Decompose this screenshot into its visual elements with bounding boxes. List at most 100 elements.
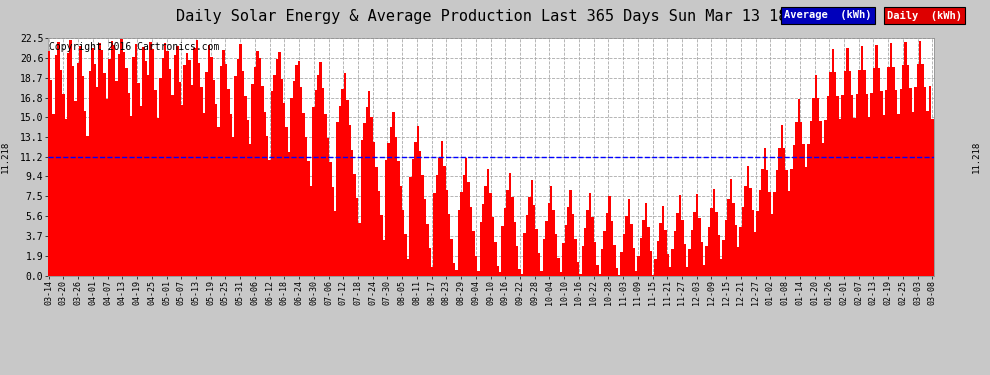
- Bar: [552, 210, 554, 276]
- Text: Daily Solar Energy & Average Production Last 365 Days Sun Mar 13 18:31: Daily Solar Energy & Average Production …: [175, 9, 815, 24]
- Bar: [220, 66, 223, 276]
- Bar: [444, 165, 446, 276]
- Bar: [278, 53, 280, 276]
- Bar: [676, 213, 679, 276]
- Bar: [407, 259, 409, 276]
- Bar: [516, 246, 519, 276]
- Bar: [151, 49, 154, 276]
- Bar: [54, 56, 57, 276]
- Bar: [892, 67, 895, 276]
- Bar: [455, 270, 457, 276]
- Bar: [766, 170, 768, 276]
- Bar: [295, 65, 298, 276]
- Bar: [798, 99, 800, 276]
- Bar: [135, 44, 138, 276]
- Bar: [342, 89, 344, 276]
- Bar: [232, 137, 235, 276]
- Bar: [506, 190, 509, 276]
- Bar: [164, 43, 166, 276]
- Bar: [482, 204, 484, 276]
- Bar: [776, 170, 778, 276]
- Bar: [574, 238, 577, 276]
- Bar: [133, 57, 135, 276]
- Bar: [123, 53, 125, 276]
- Bar: [858, 70, 860, 276]
- Bar: [69, 40, 72, 276]
- Bar: [181, 105, 183, 276]
- Bar: [484, 186, 487, 276]
- Bar: [895, 90, 897, 276]
- Bar: [329, 162, 332, 276]
- Bar: [873, 68, 875, 276]
- Bar: [907, 65, 909, 276]
- Bar: [691, 230, 693, 276]
- Bar: [735, 225, 737, 276]
- Bar: [395, 137, 397, 276]
- Bar: [773, 192, 776, 276]
- Bar: [186, 53, 188, 276]
- Bar: [674, 231, 676, 276]
- Bar: [200, 87, 203, 276]
- Bar: [671, 249, 674, 276]
- Bar: [708, 227, 710, 276]
- Bar: [817, 98, 820, 276]
- Bar: [472, 231, 475, 276]
- Bar: [599, 273, 601, 276]
- Bar: [591, 217, 594, 276]
- Bar: [113, 45, 116, 276]
- Bar: [245, 96, 247, 276]
- Bar: [237, 58, 240, 276]
- Bar: [198, 63, 200, 276]
- Bar: [688, 249, 691, 276]
- Bar: [842, 94, 843, 276]
- Bar: [81, 76, 84, 276]
- Bar: [929, 86, 932, 276]
- Bar: [932, 119, 934, 276]
- Bar: [429, 248, 431, 276]
- Bar: [348, 125, 351, 276]
- Bar: [285, 128, 288, 276]
- Bar: [91, 48, 94, 276]
- Bar: [914, 87, 917, 276]
- Bar: [865, 94, 868, 276]
- Bar: [521, 273, 524, 276]
- Bar: [322, 88, 325, 276]
- Bar: [623, 234, 626, 276]
- Bar: [885, 90, 887, 276]
- Bar: [140, 106, 143, 276]
- Bar: [644, 202, 647, 276]
- Bar: [148, 75, 149, 276]
- Text: 11.218: 11.218: [971, 141, 981, 173]
- Bar: [492, 217, 494, 276]
- Bar: [647, 227, 649, 276]
- Bar: [487, 169, 489, 276]
- Bar: [545, 220, 547, 276]
- Bar: [166, 51, 169, 276]
- Bar: [613, 245, 616, 276]
- Bar: [325, 114, 327, 276]
- Bar: [856, 94, 858, 276]
- Bar: [805, 166, 807, 276]
- Bar: [728, 200, 730, 276]
- Bar: [793, 146, 795, 276]
- Bar: [271, 92, 273, 276]
- Bar: [569, 190, 572, 276]
- Bar: [746, 165, 749, 276]
- Text: Daily  (kWh): Daily (kWh): [887, 10, 962, 21]
- Bar: [837, 96, 839, 276]
- Bar: [900, 89, 902, 276]
- Bar: [596, 265, 599, 276]
- Bar: [536, 229, 538, 276]
- Bar: [424, 200, 427, 276]
- Bar: [479, 222, 482, 276]
- Bar: [554, 234, 557, 276]
- Bar: [477, 272, 479, 276]
- Bar: [448, 214, 450, 276]
- Bar: [320, 62, 322, 276]
- Bar: [611, 220, 613, 276]
- Bar: [96, 87, 98, 276]
- Bar: [242, 71, 245, 276]
- Bar: [305, 137, 307, 276]
- Bar: [601, 249, 604, 276]
- Bar: [380, 215, 382, 276]
